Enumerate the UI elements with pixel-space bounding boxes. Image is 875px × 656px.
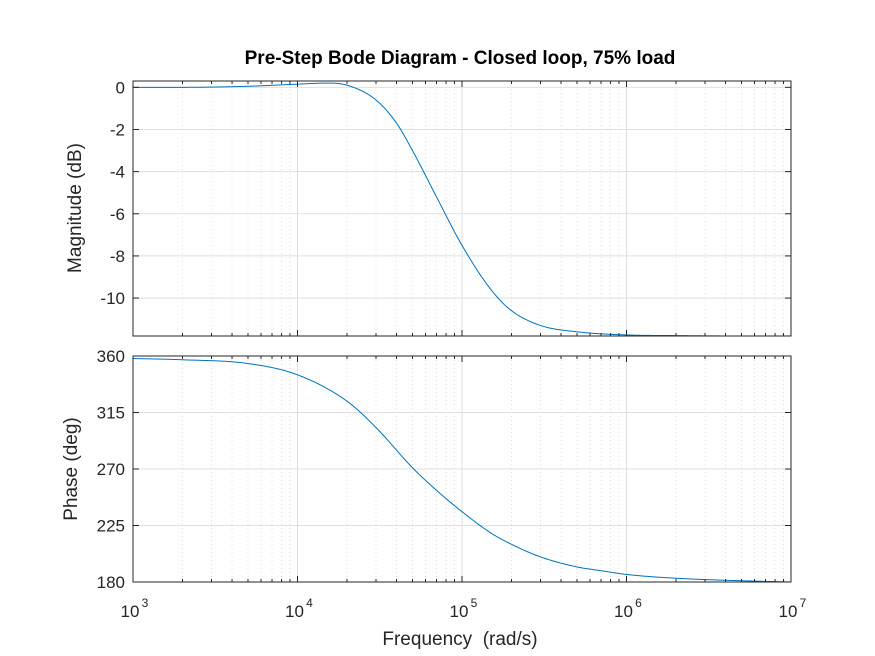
x-tick-label-base: 10: [779, 602, 798, 621]
x-tick-label-base: 10: [450, 602, 469, 621]
magnitude-grid: [132, 81, 792, 336]
x-tick-label-exponent: 4: [306, 596, 313, 610]
magnitude-ticks: 0 -2 -4 -6 -8 -10: [100, 78, 792, 336]
y-tick-label: -4: [110, 163, 125, 182]
y-tick-label: 315: [97, 404, 125, 423]
x-tick-label-exponent: 5: [471, 596, 478, 610]
y-tick-label: 0: [116, 78, 125, 97]
phase-grid: [132, 355, 792, 583]
phase-series-line: [132, 358, 792, 583]
x-axis-label: Frequency (rad/s): [382, 629, 537, 650]
x-tick-label-base: 10: [285, 602, 304, 621]
y-tick-label: -2: [110, 120, 125, 139]
y-tick-label: -8: [110, 247, 125, 266]
y-tick-label: 360: [97, 347, 125, 366]
x-tick-label-exponent: 6: [635, 596, 642, 610]
magnitude-y-axis-label: Magnitude (dB): [65, 143, 86, 273]
x-tick-label-base: 10: [614, 602, 633, 621]
phase-y-axis-label: Phase (deg): [61, 417, 82, 521]
y-tick-label: -10: [100, 289, 125, 308]
y-tick-label: -6: [110, 205, 125, 224]
chart-title: Pre-Step Bode Diagram - Closed loop, 75%…: [245, 48, 676, 69]
magnitude-axes: 0 -2 -4 -6 -8 -10: [100, 78, 792, 337]
y-tick-label: 270: [97, 460, 125, 479]
y-tick-label: 225: [97, 517, 125, 536]
x-tick-label-base: 10: [121, 602, 140, 621]
x-tick-label-exponent: 3: [142, 596, 149, 610]
y-tick-label: 180: [97, 573, 125, 592]
x-tick-label-exponent: 7: [800, 596, 807, 610]
